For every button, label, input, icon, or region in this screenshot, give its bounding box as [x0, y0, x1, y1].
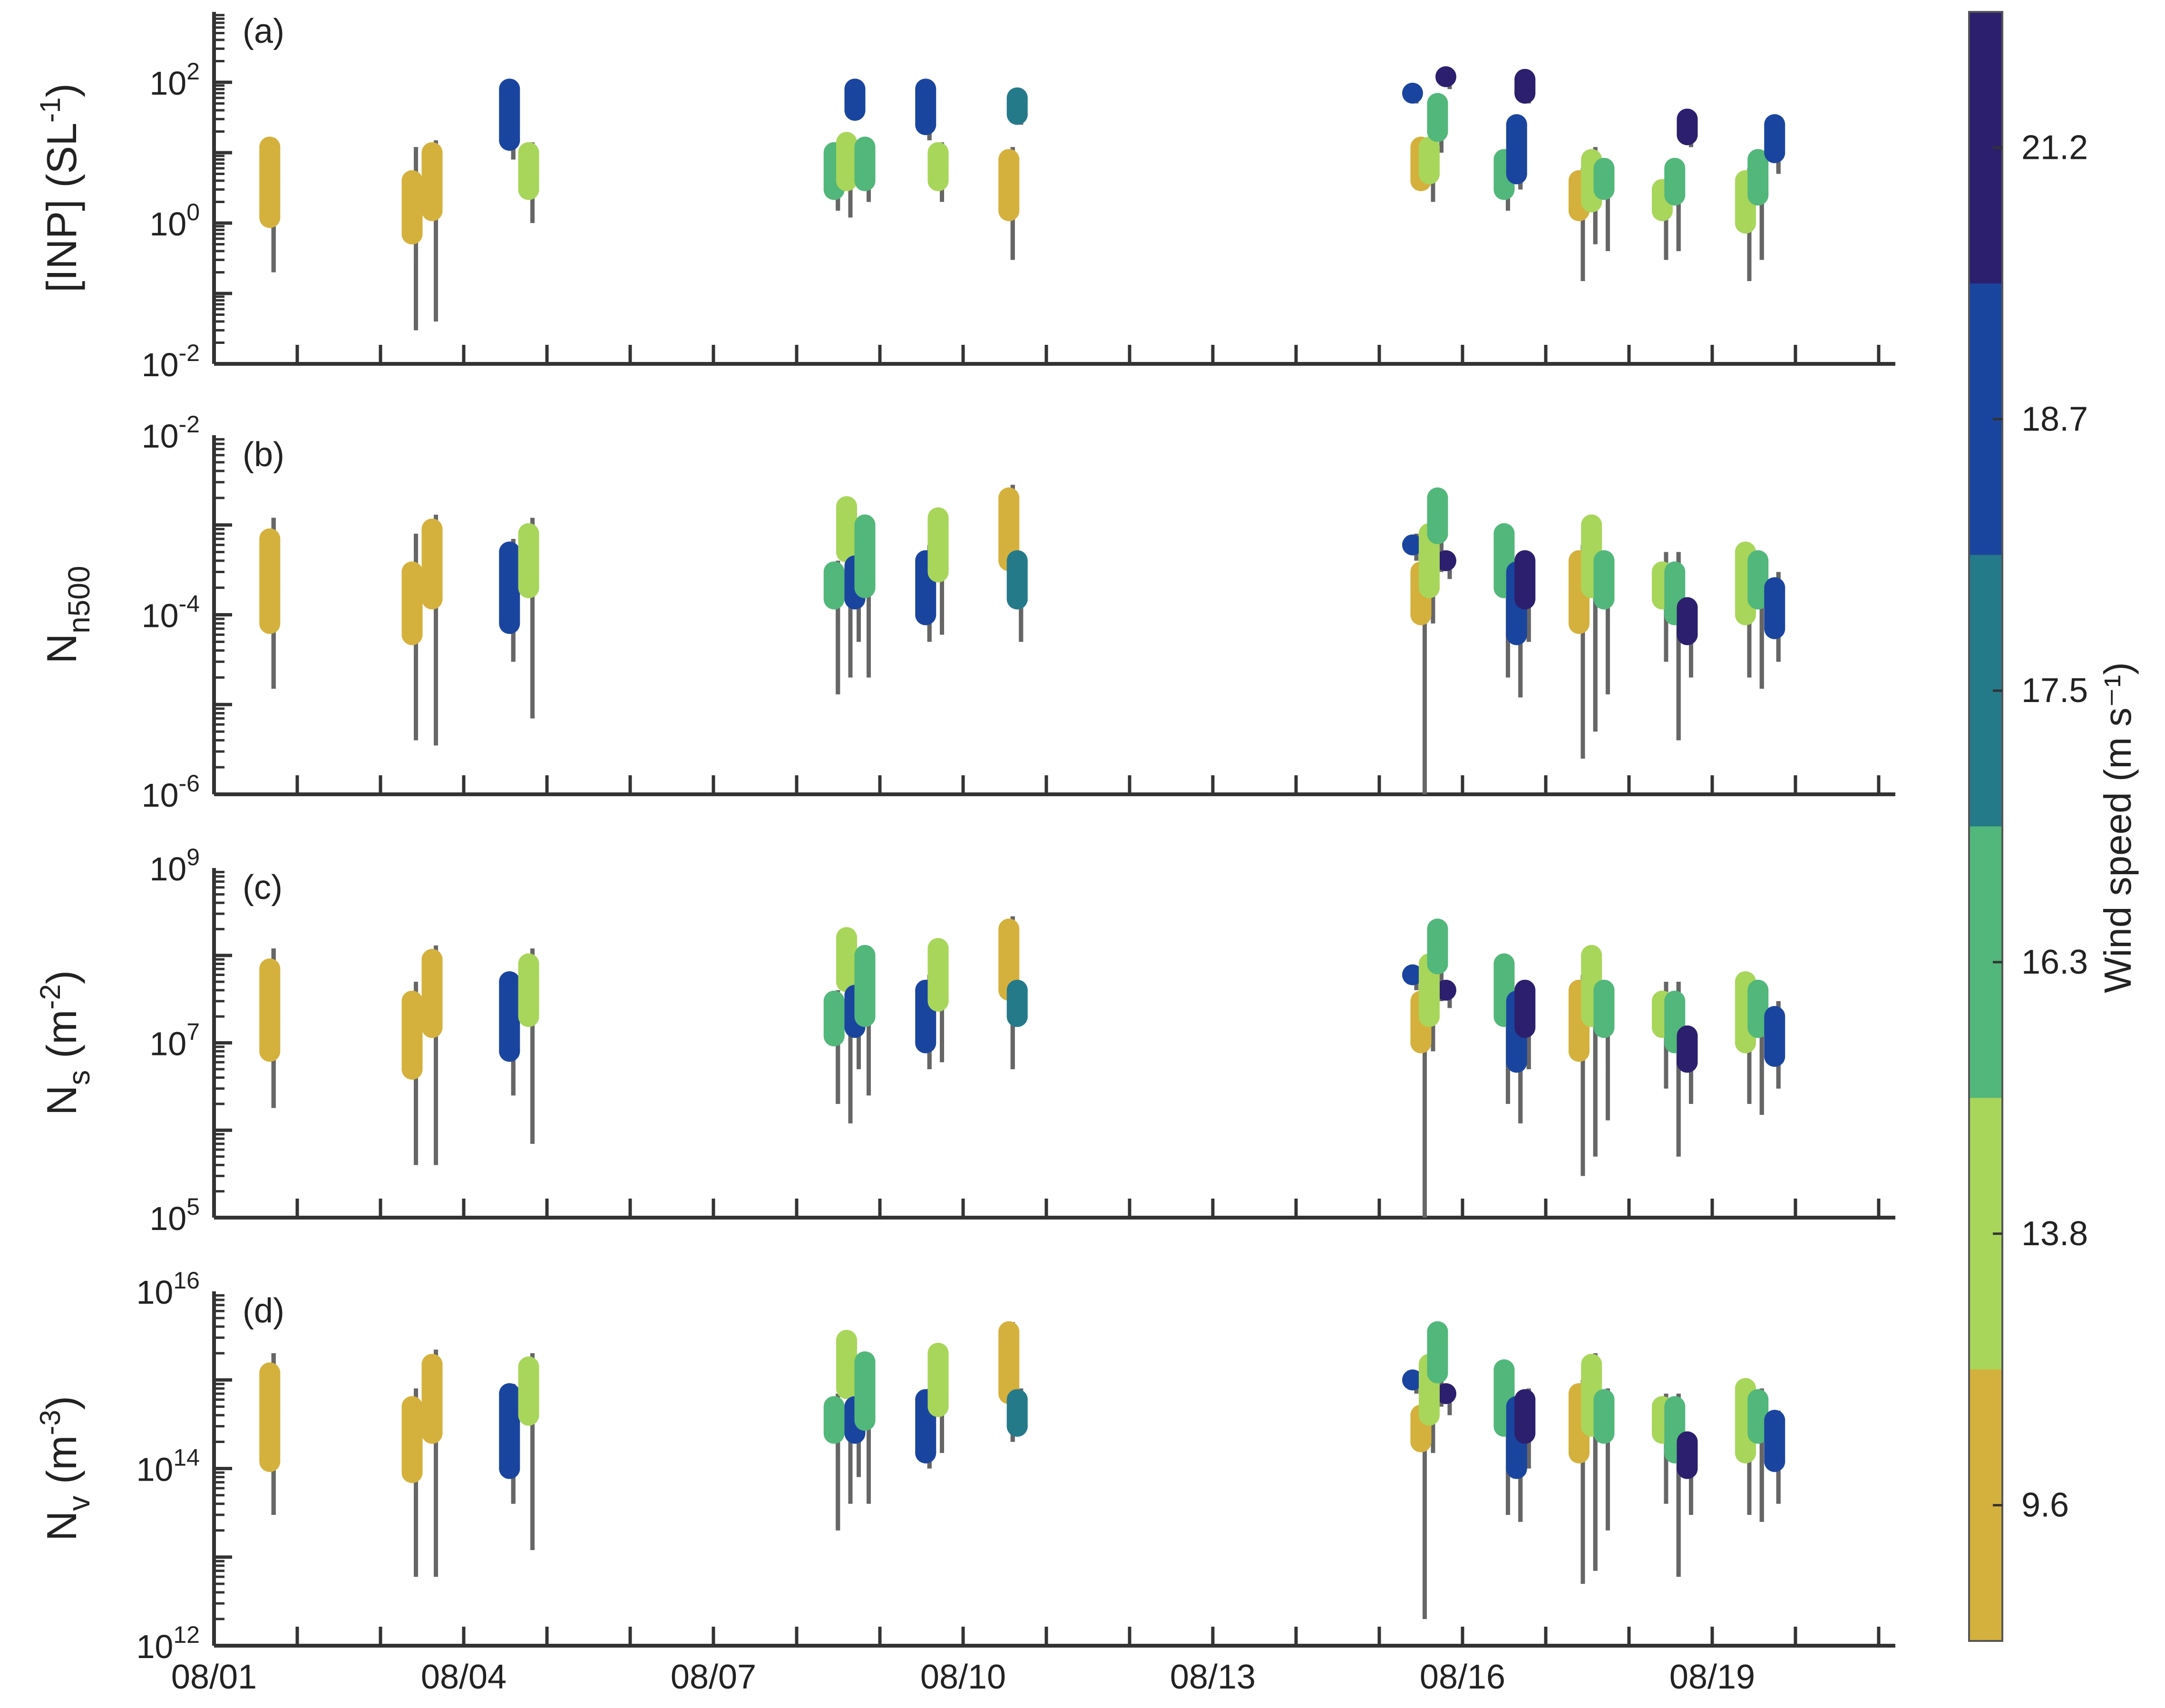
panel-b: 10-610-410-2(b)Nn500: [38, 411, 1895, 814]
y-tick-base: 10: [137, 1628, 174, 1665]
y-label-superscript: -3: [34, 1410, 66, 1435]
colorbar-tick-label: 13.8: [2021, 1215, 2088, 1253]
y-tick-label: 100: [149, 199, 200, 243]
y-label-main: N: [38, 1085, 85, 1116]
y-tick-base: 10: [149, 850, 186, 888]
y-tick-base: 10: [149, 65, 186, 102]
data-series: [259, 66, 1785, 331]
colorbar-tick-label: 21.2: [2021, 128, 2088, 166]
y-tick-base: 10: [142, 418, 179, 455]
y-axis-label: [INP] (SL-1): [34, 83, 85, 293]
colorbar-tick-label: 9.6: [2021, 1486, 2069, 1524]
x-tick-label: 08/16: [1420, 1658, 1505, 1696]
data-series: [259, 485, 1785, 794]
colorbar-frame: [1968, 11, 2003, 1642]
y-label-subscript: s: [62, 1070, 96, 1085]
y-tick-exponent: 9: [186, 844, 200, 870]
data-point: [1402, 534, 1423, 556]
data-point: [1435, 550, 1456, 571]
y-tick-exponent: 0: [186, 199, 200, 225]
data-point: [1435, 1383, 1456, 1405]
y-tick-base: 10: [142, 346, 179, 383]
y-label-close: ): [38, 970, 85, 984]
y-label-main: [INP] (SL: [38, 123, 85, 293]
y-tick-label: 10-6: [142, 770, 200, 814]
y-tick-exponent: 5: [186, 1193, 200, 1220]
y-tick-base: 10: [137, 1451, 174, 1488]
y-tick-exponent: -6: [179, 770, 200, 797]
y-tick-exponent: 7: [186, 1019, 200, 1045]
colorbar-tick-label: 18.7: [2021, 400, 2088, 438]
panel-label: (b): [243, 436, 284, 474]
y-tick-label: 10-2: [142, 340, 200, 383]
y-tick-label: 109: [149, 844, 200, 888]
y-tick-base: 10: [142, 597, 179, 634]
y-tick-base: 10: [149, 205, 186, 243]
y-label-subscript: v: [62, 1496, 96, 1511]
data-point: [1402, 964, 1423, 986]
y-tick-exponent: 14: [173, 1444, 200, 1471]
y-tick-label: 1012: [137, 1621, 200, 1665]
colorbar: 9.6 13.8 16.3 17.5 18.7 21.2 Wind speed (m s⁻¹…: [1968, 11, 2139, 1642]
y-tick-label: 10-2: [142, 411, 200, 455]
y-tick-exponent: 2: [186, 58, 200, 85]
y-axis-label: Ns (m-2): [34, 970, 96, 1115]
colorbar-label: Wind speed (m s⁻¹): [2097, 662, 2139, 993]
y-label-main: N: [38, 1511, 85, 1542]
y-tick-base: 10: [137, 1274, 174, 1311]
y-tick-label: 107: [149, 1019, 200, 1063]
y-tick-exponent: -2: [179, 340, 200, 366]
y-label-superscript: -1: [34, 97, 66, 122]
y-tick-exponent: -4: [179, 591, 200, 617]
y-tick-label: 105: [149, 1193, 200, 1237]
y-axis-label: Nv (m-3): [34, 1396, 96, 1541]
x-tick-labels: 08/01 08/04 08/07 08/10 08/13 08/16 08/19: [171, 1658, 1755, 1696]
panel-label: (d): [243, 1292, 284, 1330]
colorbar-tick-label: 16.3: [2021, 943, 2088, 981]
y-label-unit: (m: [38, 1010, 85, 1070]
x-tick-label: 08/13: [1170, 1658, 1256, 1696]
panel-label: (a): [243, 12, 284, 50]
y-tick-label: 10-4: [142, 591, 200, 634]
data-point: [1435, 66, 1456, 88]
y-tick-base: 10: [149, 1025, 186, 1063]
y-tick-label: 102: [149, 58, 200, 102]
data-point: [1402, 1369, 1423, 1391]
x-tick-label: 08/01: [171, 1658, 257, 1696]
data-point: [1402, 82, 1423, 104]
y-tick-exponent: -2: [179, 411, 200, 438]
y-tick-label: 1014: [137, 1444, 200, 1488]
x-tick-label: 08/07: [671, 1658, 756, 1696]
panel-label: (c): [243, 869, 283, 907]
data-series: [259, 1321, 1785, 1619]
y-tick-exponent: 16: [173, 1267, 200, 1294]
x-tick-label: 08/19: [1669, 1658, 1755, 1696]
x-tick-label: 08/04: [421, 1658, 507, 1696]
y-label-main: N: [38, 634, 85, 664]
x-tick-label: 08/10: [920, 1658, 1006, 1696]
y-axis-label: Nn500: [38, 566, 96, 664]
data-point: [1435, 979, 1456, 1001]
y-label-superscript: -2: [34, 984, 66, 1009]
y-label-unit: (m: [38, 1435, 85, 1496]
colorbar-tick-label: 17.5: [2021, 672, 2088, 710]
y-label-subscript: n500: [62, 566, 96, 634]
y-tick-exponent: 12: [173, 1621, 200, 1648]
y-label-close: ): [38, 1396, 85, 1410]
data-series: [259, 916, 1785, 1218]
y-tick-base: 10: [142, 777, 179, 814]
y-label-close: ): [38, 83, 85, 97]
y-tick-base: 10: [149, 1200, 186, 1237]
y-tick-label: 1016: [137, 1267, 200, 1311]
